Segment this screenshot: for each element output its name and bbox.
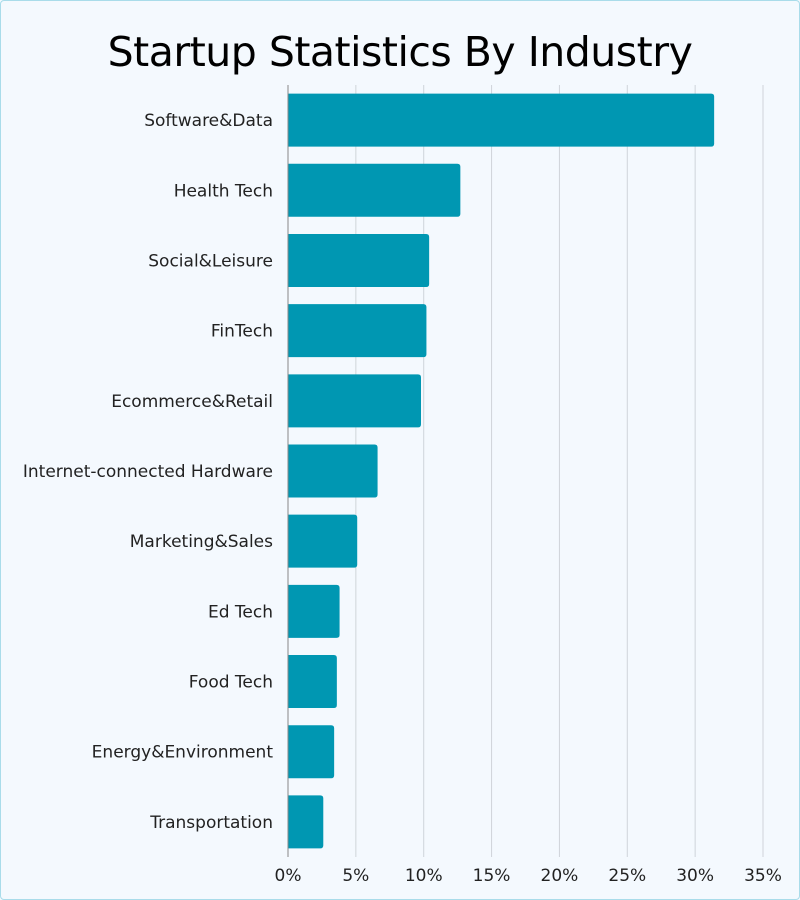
bar bbox=[287, 93, 715, 147]
x-tick-label: 5% bbox=[342, 866, 369, 886]
category-label: Ecommerce&Retail bbox=[111, 392, 273, 412]
x-tick-label: 10% bbox=[405, 866, 443, 886]
category-label: FinTech bbox=[211, 322, 273, 342]
bar bbox=[288, 584, 340, 638]
category-label: Food Tech bbox=[189, 673, 273, 693]
category-label: Transportation bbox=[149, 813, 273, 833]
bar bbox=[288, 304, 427, 358]
x-tick-label: 15% bbox=[473, 866, 511, 886]
chart-title: Startup Statistics By Industry bbox=[107, 28, 693, 76]
bar bbox=[288, 514, 358, 568]
bar bbox=[288, 374, 421, 428]
category-label: Energy&Environment bbox=[92, 743, 274, 763]
category-label: Health Tech bbox=[174, 181, 273, 201]
category-label: Software&Data bbox=[144, 111, 273, 131]
bar bbox=[288, 725, 335, 779]
x-tick-label: 35% bbox=[744, 866, 782, 886]
x-tick-label: 20% bbox=[541, 866, 579, 886]
bar bbox=[288, 655, 337, 709]
category-label: Internet-connected Hardware bbox=[23, 462, 273, 482]
bar bbox=[288, 163, 461, 217]
x-tick-label: 30% bbox=[676, 866, 714, 886]
x-tick-label: 25% bbox=[608, 866, 646, 886]
bar bbox=[288, 444, 378, 498]
x-tick-label: 0% bbox=[275, 866, 302, 886]
category-label: Marketing&Sales bbox=[130, 532, 273, 552]
category-label: Social&Leisure bbox=[148, 251, 273, 271]
category-label: Ed Tech bbox=[208, 602, 273, 622]
bar bbox=[288, 795, 324, 849]
bar bbox=[288, 233, 430, 287]
